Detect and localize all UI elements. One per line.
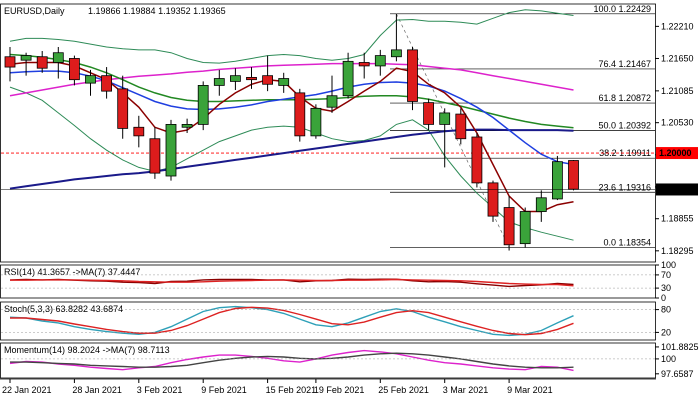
price-axis-label: 1.21085 [661, 86, 694, 96]
stoch-d-line [10, 306, 574, 336]
fib-level-label: 61.8 1.20872 [598, 93, 651, 103]
candle-bullish [165, 124, 177, 177]
candle-bearish [69, 58, 80, 81]
current-price-label: 1.19365 [659, 184, 692, 194]
candle-bullish [552, 161, 563, 200]
fib-level-label: 100.0 1.22429 [593, 4, 651, 14]
price-axis-label: 1.18855 [661, 214, 694, 224]
stoch-axis-label: 20 [661, 327, 671, 337]
candle-bullish [229, 75, 241, 82]
fib-level-label: 38.2 1.19911 [599, 148, 651, 158]
fib-level-label: 0.0 1.18354 [603, 237, 651, 247]
key-level-tag [656, 147, 698, 160]
x-axis-label: 25 Feb 2021 [378, 385, 429, 395]
moving-average-line-3 [9, 53, 574, 129]
stochastic-pane: 80 20 Stoch(5,3,3) 63.8282 43.6874 [0, 301, 671, 341]
rsi-title: RSI(14) 41.3657 ->MA(7) 37.4447 [4, 267, 140, 277]
stoch-axis-label: 80 [661, 305, 671, 315]
candle-bullish [20, 55, 32, 61]
x-axis-label: 19 Feb 2021 [314, 385, 365, 395]
price-pane-frame [0, 3, 656, 263]
momentum-axis-label: 97.6587 [661, 369, 694, 379]
x-axis: 22 Jan 2021 28 Jan 2021 3 Feb 2021 9 Feb 20… [0, 378, 656, 395]
current-price-tag [656, 183, 698, 196]
candle-bearish [407, 49, 418, 102]
candle-bearish [117, 88, 129, 129]
momentum-pane: 101.8825 100 97.6587 Momentum(14) 98.2024 -… [0, 342, 699, 379]
candle-bullish [326, 95, 338, 108]
momentum-title: Momentum(14) 98.2024 ->MA(7) 98.7113 [4, 345, 170, 355]
candle-bearish [294, 92, 306, 137]
candle-bearish [358, 62, 370, 67]
momentum-axis-label: 100 [661, 354, 676, 364]
x-axis-label: 28 Jan 2021 [72, 385, 122, 395]
candle-bullish [535, 197, 547, 212]
candle-bullish [197, 85, 209, 125]
momentum-axis-label: 101.8825 [661, 342, 699, 352]
x-axis-label: 15 Feb 2021 [266, 385, 317, 395]
momentum-ma-line [10, 352, 574, 369]
candle-bearish [423, 102, 435, 125]
price-axis-label: 1.18295 [661, 246, 694, 256]
rsi-frame [0, 264, 656, 299]
candle-bearish [455, 113, 467, 140]
price-axis-label: 1.21650 [661, 53, 694, 63]
candle-bearish [246, 76, 257, 81]
candle-bullish [310, 107, 322, 137]
rsi-ma-line [10, 278, 574, 287]
stoch-frame [0, 301, 656, 341]
candle-bearish [101, 75, 112, 92]
rsi-axis-label: 100 [661, 260, 676, 270]
x-axis-label: 9 Mar 2021 [507, 385, 553, 395]
key-level-label: 1.20000 [659, 148, 692, 158]
candle-bullish [52, 52, 64, 63]
bollinger-upper-line [9, 9, 574, 64]
momentum-frame [0, 342, 656, 379]
candle-bullish [519, 211, 531, 245]
fib-level-label: 23.6 1.19316 [598, 182, 651, 192]
candle-bearish [503, 207, 515, 246]
candle-bearish [36, 56, 48, 69]
candle-bullish [181, 124, 193, 128]
candle-bearish [149, 138, 161, 174]
momentum-line [9, 349, 574, 372]
price-axis-label: 1.22210 [661, 21, 694, 31]
candle-bearish [471, 136, 483, 184]
rsi-axis-label: 0 [661, 293, 666, 303]
stoch-k-line [9, 305, 574, 337]
rsi-axis-label: 70 [661, 270, 671, 280]
x-axis-label: 9 Feb 2021 [201, 385, 247, 395]
candle-bullish [213, 78, 225, 86]
rsi-axis-label: 30 [661, 283, 671, 293]
price-pane: 1.222101.216501.210851.205301.199701.194… [0, 3, 698, 263]
chart-ohlc: 1.19866 1.19884 1.19352 1.19365 [88, 6, 226, 16]
x-axis-label: 3 Feb 2021 [137, 385, 183, 395]
x-axis-label: 22 Jan 2021 [2, 385, 52, 395]
candle-bullish [439, 112, 451, 125]
stoch-title: Stoch(5,3,3) 63.8282 43.6874 [4, 304, 123, 314]
candle-bearish [133, 126, 145, 137]
candle-bullish [278, 78, 290, 86]
fib-level-label: 50.0 1.20392 [598, 121, 651, 131]
x-axis-label: 3 Mar 2021 [443, 385, 489, 395]
candle-bullish [390, 49, 402, 58]
candle-bearish [568, 160, 579, 190]
candle-bearish [487, 182, 499, 217]
candle-bullish [374, 55, 386, 67]
candle-bullish [85, 75, 96, 84]
candle-bullish [342, 60, 354, 97]
chart-symbol: EURUSD,Daily [4, 6, 65, 16]
price-axis-label: 1.20530 [661, 118, 694, 128]
moving-average-line-1 [9, 128, 574, 190]
candle-bearish [4, 56, 16, 68]
bollinger-lower-line [9, 86, 574, 241]
fib-level-label: 76.4 1.21467 [598, 59, 651, 69]
candle-bearish [262, 75, 274, 85]
